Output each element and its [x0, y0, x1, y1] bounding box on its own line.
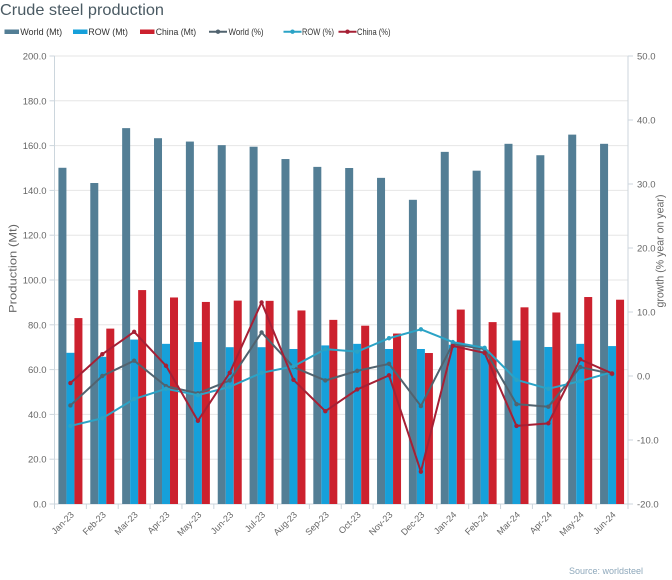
svg-text:10.0: 10.0 — [637, 308, 656, 319]
svg-text:ROW (%): ROW (%) — [302, 27, 334, 37]
svg-text:200.0: 200.0 — [23, 52, 47, 63]
svg-text:World (Mt): World (Mt) — [20, 27, 62, 37]
svg-text:-10.0: -10.0 — [637, 436, 659, 447]
svg-text:0.0: 0.0 — [33, 500, 46, 511]
svg-text:100.0: 100.0 — [23, 276, 47, 287]
svg-text:-20.0: -20.0 — [637, 500, 659, 511]
svg-text:160.0: 160.0 — [23, 141, 47, 152]
svg-text:30.0: 30.0 — [637, 180, 656, 191]
svg-text:Crude steel production: Crude steel production — [0, 2, 164, 19]
svg-text:20.0: 20.0 — [637, 244, 656, 255]
svg-text:Production (Mt): Production (Mt) — [8, 224, 20, 313]
svg-text:China (Mt): China (Mt) — [156, 27, 197, 37]
svg-text:120.0: 120.0 — [23, 231, 47, 242]
svg-text:40.0: 40.0 — [637, 116, 656, 127]
svg-text:World (%): World (%) — [229, 27, 264, 37]
svg-text:50.0: 50.0 — [637, 52, 656, 63]
svg-text:China (%): China (%) — [357, 27, 391, 37]
svg-text:140.0: 140.0 — [23, 186, 47, 197]
svg-text:20.0: 20.0 — [28, 455, 47, 466]
svg-text:40.0: 40.0 — [28, 410, 47, 421]
svg-text:ROW (Mt): ROW (Mt) — [88, 27, 128, 37]
svg-text:Source: worldsteel: Source: worldsteel — [569, 566, 643, 575]
svg-text:180.0: 180.0 — [23, 96, 47, 107]
svg-text:80.0: 80.0 — [28, 320, 47, 331]
svg-text:60.0: 60.0 — [28, 365, 47, 376]
svg-text:0.0: 0.0 — [637, 372, 650, 383]
svg-text:growth (% year on year): growth (% year on year) — [655, 195, 667, 308]
